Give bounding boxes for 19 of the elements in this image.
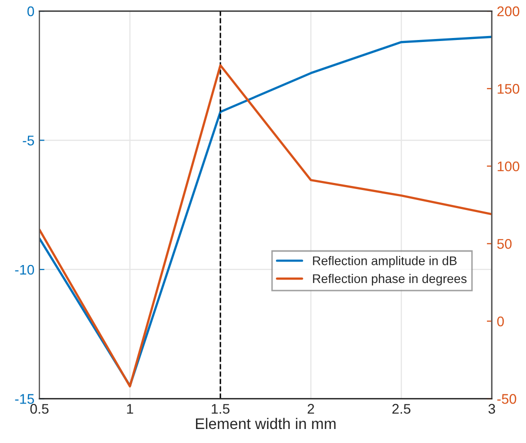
legend-label: Reflection phase in degrees xyxy=(313,274,467,286)
x-axis-title: Element width in mm xyxy=(196,418,336,430)
y-tick-label: -10 xyxy=(15,264,34,275)
y-tick-label: -5 xyxy=(22,136,34,146)
legend-label: Reflection amplitude in dB xyxy=(313,256,457,268)
y-tick-label: 0 xyxy=(27,6,34,16)
y2-tick-label: 100 xyxy=(498,161,520,172)
y2-tick-label: 200 xyxy=(497,6,520,16)
y2-tick-label: 50 xyxy=(497,238,512,249)
x-tick-label: 1 xyxy=(127,404,134,414)
y-tick-label: -15 xyxy=(15,394,34,404)
y2-tick-label: -50 xyxy=(497,394,516,404)
x-tick-label: 3 xyxy=(488,404,496,414)
x-tick-label: 2.5 xyxy=(392,404,410,414)
x-tick-label: 0.5 xyxy=(30,404,49,414)
x-tick-label: 1.5 xyxy=(212,404,230,414)
y2-tick-label: 150 xyxy=(498,84,520,94)
y2-tick-label: 0 xyxy=(497,316,504,326)
x-tick-label: 2 xyxy=(308,404,314,414)
